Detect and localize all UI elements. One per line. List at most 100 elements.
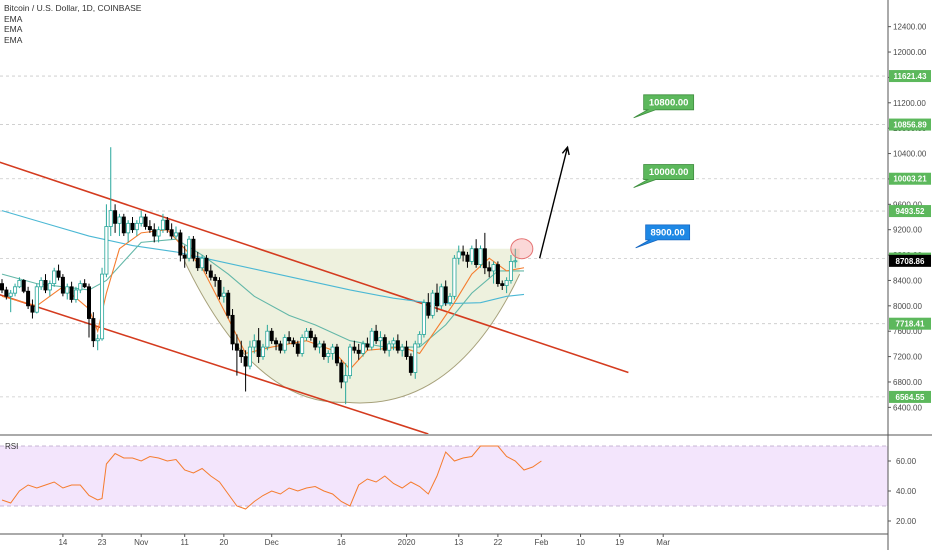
candle-body bbox=[82, 283, 87, 288]
candle bbox=[182, 245, 187, 268]
candle-body bbox=[269, 330, 274, 342]
candle bbox=[400, 343, 405, 357]
candle bbox=[313, 334, 318, 351]
ema-legend-1: EMA bbox=[4, 13, 23, 24]
candle bbox=[439, 283, 444, 310]
candle bbox=[356, 343, 361, 360]
candle bbox=[508, 255, 513, 284]
candle-body bbox=[121, 216, 126, 234]
candle bbox=[78, 280, 83, 294]
candle bbox=[217, 277, 222, 300]
candle bbox=[417, 331, 422, 348]
candle bbox=[152, 223, 157, 243]
candle bbox=[334, 343, 339, 367]
candle bbox=[495, 261, 500, 287]
price-badge-bg bbox=[889, 317, 931, 330]
candle-body bbox=[413, 343, 418, 373]
candle bbox=[39, 277, 44, 290]
candle-body bbox=[165, 219, 170, 231]
time-tick-label: 19 bbox=[615, 538, 624, 547]
candle-body bbox=[182, 254, 187, 259]
candle bbox=[295, 340, 300, 357]
candle-body bbox=[482, 248, 487, 269]
candle-body bbox=[243, 356, 248, 367]
candle-body bbox=[391, 340, 396, 345]
candle bbox=[156, 226, 161, 243]
candle bbox=[430, 289, 435, 319]
candle-body bbox=[504, 280, 509, 286]
candle bbox=[404, 340, 409, 360]
callout-bubble bbox=[635, 224, 691, 249]
candle bbox=[434, 283, 439, 313]
candle bbox=[260, 343, 265, 360]
candle-body bbox=[52, 270, 57, 285]
candle-body bbox=[508, 261, 513, 281]
candle-body bbox=[408, 356, 413, 373]
candle-body bbox=[495, 264, 500, 285]
candle-body bbox=[491, 264, 496, 272]
candle-body bbox=[117, 216, 122, 224]
candle-body bbox=[343, 375, 348, 383]
candle-body bbox=[69, 286, 74, 300]
candle-body bbox=[65, 286, 70, 294]
candle bbox=[243, 350, 248, 392]
price-tick-label: 7200.00 bbox=[893, 353, 922, 362]
candle-body bbox=[456, 251, 461, 259]
candle bbox=[274, 337, 279, 351]
rsi-band bbox=[0, 446, 888, 506]
price-pane bbox=[0, 75, 888, 434]
candle bbox=[395, 334, 400, 354]
candle bbox=[147, 220, 152, 233]
price-badge: 9493.52 bbox=[889, 205, 931, 218]
candle-body bbox=[8, 292, 13, 297]
candle bbox=[308, 328, 313, 341]
candle bbox=[252, 334, 257, 354]
candle bbox=[0, 279, 4, 294]
price-badge: 10856.89 bbox=[889, 118, 931, 131]
candle bbox=[426, 293, 431, 319]
candle-body bbox=[247, 346, 252, 367]
symbol-label: Bitcoin / U.S. Dollar, 1D, COINBASE bbox=[4, 3, 142, 13]
candle-body bbox=[421, 302, 426, 335]
candle-body bbox=[139, 216, 144, 224]
candle bbox=[478, 245, 483, 268]
price-badge-text: 8708.86 bbox=[896, 257, 925, 266]
candle-body bbox=[387, 343, 392, 351]
candle bbox=[173, 226, 178, 240]
candle-body bbox=[187, 238, 192, 259]
time-tick-label: Nov bbox=[134, 538, 148, 547]
candle-body bbox=[326, 353, 331, 357]
candle bbox=[482, 232, 487, 275]
price-tick-label: 12000.00 bbox=[893, 48, 927, 57]
candle-body bbox=[134, 222, 139, 231]
price-badge: 6564.55 bbox=[889, 390, 931, 403]
price-callout: 8900.00 bbox=[635, 224, 691, 249]
candle bbox=[204, 255, 209, 275]
candle-body bbox=[217, 280, 222, 297]
time-tick-label: 23 bbox=[98, 538, 107, 547]
candle-body bbox=[91, 318, 96, 342]
candle-body bbox=[434, 292, 439, 307]
candle bbox=[191, 236, 196, 262]
channel-lower-line bbox=[0, 293, 429, 434]
price-tick-label: 11200.00 bbox=[893, 99, 926, 108]
candle bbox=[108, 147, 113, 237]
candle bbox=[200, 255, 205, 271]
price-badge-bg bbox=[889, 254, 931, 267]
candle bbox=[195, 251, 200, 271]
target-arrow-line bbox=[538, 147, 569, 259]
candle-body bbox=[21, 280, 26, 292]
candle bbox=[339, 359, 344, 389]
candle bbox=[13, 283, 18, 297]
time-tick-label: 10 bbox=[576, 538, 585, 547]
candle-body bbox=[260, 346, 265, 357]
time-tick-label: 20 bbox=[219, 538, 228, 547]
candle-body bbox=[430, 292, 435, 316]
callout-text: 8900.00 bbox=[650, 227, 684, 238]
candle-body bbox=[226, 292, 231, 316]
price-badge-bg bbox=[889, 172, 931, 185]
time-tick-label: 14 bbox=[58, 538, 67, 547]
cup-area bbox=[184, 248, 520, 403]
price-badge-text: 7718.41 bbox=[896, 320, 925, 329]
